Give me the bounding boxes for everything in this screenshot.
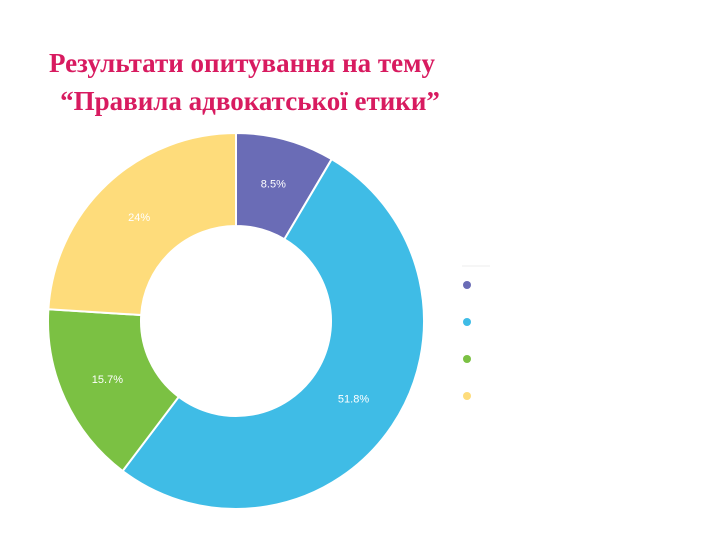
legend-marker [463, 355, 471, 363]
donut-slice [47, 131, 237, 317]
chart-title: Результати опитування на тему [49, 48, 436, 78]
data-label: 24% [128, 212, 150, 224]
legend-marker [463, 318, 471, 326]
data-label: 8.5% [261, 178, 286, 190]
donut-slice [47, 308, 181, 473]
legend-marker [463, 281, 471, 289]
data-label: 15.7% [92, 374, 123, 386]
legend-marker [463, 392, 471, 400]
donut-slice [121, 157, 425, 510]
data-label: 51.8% [338, 394, 369, 406]
chart-title: “Правила адвокатської етики” [60, 86, 440, 116]
